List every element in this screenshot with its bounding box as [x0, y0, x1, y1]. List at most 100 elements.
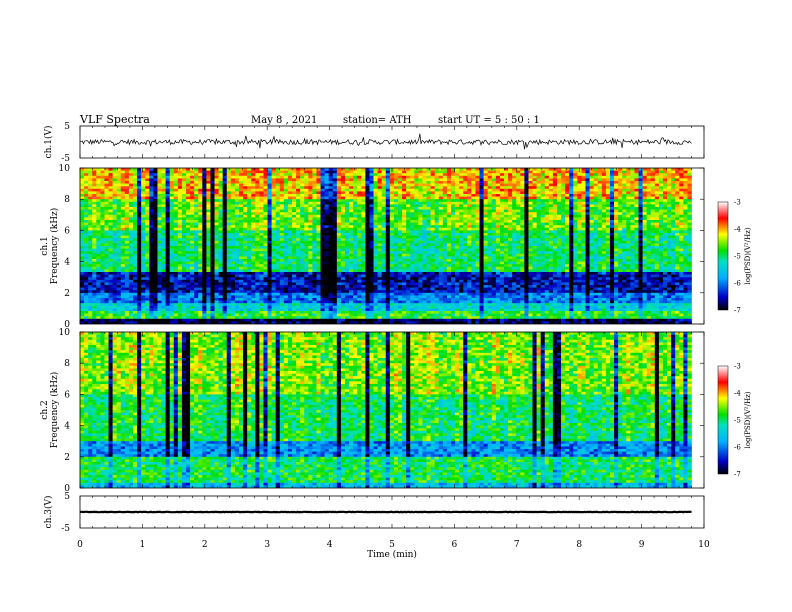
spectrogram-cell — [141, 246, 146, 249]
spectrogram-cell — [577, 220, 582, 223]
spectrogram-cell — [141, 212, 146, 216]
spectrogram-cell — [414, 194, 419, 197]
spectrogram-cell — [340, 194, 346, 197]
spectrogram-cell — [426, 207, 431, 210]
spectrogram-cell — [324, 186, 329, 190]
spectrogram-cell — [626, 181, 631, 184]
spectrogram-cell — [675, 181, 680, 184]
spectrogram-cell — [181, 183, 187, 187]
spectrogram-cell — [373, 175, 378, 179]
spectrogram-cell — [561, 248, 566, 252]
spectrogram-cell — [414, 217, 419, 221]
spectrogram-cell — [324, 251, 329, 255]
spectrogram-cell — [438, 183, 444, 187]
spectrogram-cell — [206, 168, 211, 171]
spectrogram-cell — [585, 175, 590, 179]
spectrogram-cell — [646, 173, 652, 177]
spectrogram-cell — [349, 238, 354, 242]
spectrogram-cell — [614, 222, 619, 226]
spectrogram-cell — [406, 233, 411, 236]
spectrogram-cell — [471, 191, 476, 195]
spectrogram-cell — [483, 243, 488, 247]
spectrogram-cell — [548, 246, 554, 249]
spectrogram-cell — [438, 230, 444, 234]
spectrogram-cell — [157, 209, 162, 213]
spectrogram-cell — [479, 243, 484, 247]
spectrogram-cell — [259, 230, 264, 234]
spectrogram-cell — [573, 175, 578, 179]
spectrogram-cell — [397, 204, 403, 208]
spectrogram-cell — [287, 170, 293, 174]
spectrogram-cell — [202, 233, 207, 236]
spectrogram-cell — [426, 235, 431, 239]
spectrogram-cell — [667, 225, 672, 229]
spectrogram-cell — [426, 209, 431, 213]
spectrogram-cell — [312, 207, 317, 210]
spectrogram-cell — [96, 194, 101, 197]
spectrogram-cell — [434, 183, 440, 187]
spectrogram-cell — [80, 188, 85, 192]
spectrogram-cell — [532, 178, 537, 182]
spectrogram-cell — [316, 181, 321, 184]
spectrogram-cell — [406, 212, 411, 216]
spectrogram-cell — [202, 238, 207, 242]
spectrogram-cell — [353, 248, 358, 252]
spectrogram-cell — [243, 230, 248, 234]
spectrogram-cell — [402, 217, 407, 221]
spectrogram-cell — [410, 238, 415, 242]
spectrogram-cell — [679, 227, 684, 231]
spectrogram-cell — [128, 191, 134, 195]
spectrogram-cell — [328, 175, 334, 179]
spectrogram-cell — [642, 248, 647, 252]
spectrogram-cell — [508, 183, 513, 187]
spectrogram-cell — [255, 246, 260, 249]
spectrogram-cell — [353, 235, 358, 239]
spectrogram-cell — [112, 240, 117, 244]
spectrogram-cell — [173, 238, 179, 242]
spectrogram-cell — [626, 178, 631, 182]
spectrogram-cell — [251, 220, 256, 223]
spectrogram-cell — [630, 175, 635, 179]
spectrogram-cell — [406, 199, 411, 203]
spectrogram-cell — [532, 222, 537, 226]
spectrogram-cell — [332, 178, 338, 182]
spectrogram-cell — [324, 196, 329, 200]
spectrogram-cell — [418, 235, 423, 239]
spectrogram-cell — [145, 233, 150, 236]
spectrogram-cell — [190, 178, 195, 182]
spectrogram-cell — [336, 178, 342, 182]
spectrogram-cell — [381, 191, 387, 195]
spectrogram-cell — [605, 199, 611, 203]
spectrogram-cell — [410, 209, 415, 213]
spectrogram-cell — [536, 204, 541, 208]
spectrogram-cell — [108, 207, 113, 210]
spectrogram-cell — [239, 227, 244, 231]
spectrogram-cell — [218, 199, 223, 203]
spectrogram-cell — [593, 173, 599, 177]
spectrogram-cell — [84, 235, 89, 239]
spectrogram-cell — [687, 207, 692, 210]
spectrogram-cell — [230, 181, 236, 184]
spectrogram-cell — [173, 199, 179, 203]
spectrogram-cell — [328, 214, 334, 218]
spectrogram-cell — [675, 191, 680, 195]
spectrogram-cell — [222, 173, 228, 177]
spectrogram-cell — [145, 188, 150, 192]
spectrogram-cell — [662, 188, 668, 192]
spectrogram-cell — [344, 246, 350, 249]
spectrogram-cell — [414, 201, 419, 205]
spectrogram-cell — [312, 230, 317, 234]
spectrogram-cell — [471, 168, 476, 171]
spectrogram-cell — [218, 233, 223, 236]
spectrogram-cell — [414, 227, 419, 231]
spectrogram-cell — [84, 178, 89, 182]
spectrogram-cell — [499, 240, 505, 244]
spectrogram-cell — [226, 243, 232, 247]
spectrogram-cell — [650, 201, 656, 205]
spectrogram-cell — [177, 251, 183, 255]
spectrogram-cell — [528, 181, 533, 184]
spectrogram-cell — [124, 188, 130, 192]
spectrogram-cell — [324, 248, 329, 252]
spectrogram-cell — [475, 220, 480, 223]
spectrogram-cell — [88, 235, 93, 239]
